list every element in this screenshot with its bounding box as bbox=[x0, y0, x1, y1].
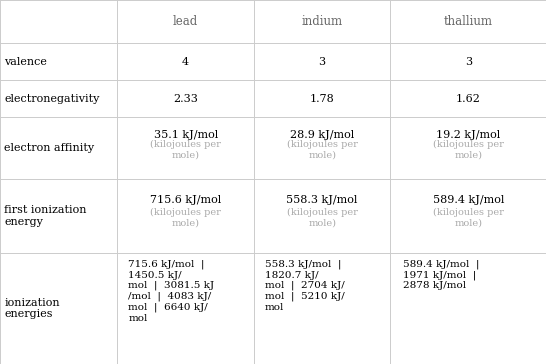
Text: electronegativity: electronegativity bbox=[4, 94, 100, 104]
Text: 35.1 kJ/mol: 35.1 kJ/mol bbox=[153, 130, 218, 139]
Text: indium: indium bbox=[301, 15, 343, 28]
Text: 715.6 kJ/mol: 715.6 kJ/mol bbox=[150, 195, 221, 205]
Text: 589.4 kJ/mol: 589.4 kJ/mol bbox=[432, 195, 504, 205]
Text: (kilojoules per
mole): (kilojoules per mole) bbox=[433, 140, 503, 159]
Text: 1.78: 1.78 bbox=[310, 94, 335, 104]
Text: (kilojoules per
mole): (kilojoules per mole) bbox=[287, 208, 358, 227]
Text: 19.2 kJ/mol: 19.2 kJ/mol bbox=[436, 130, 500, 139]
Text: lead: lead bbox=[173, 15, 198, 28]
Text: 558.3 kJ/mol: 558.3 kJ/mol bbox=[287, 195, 358, 205]
Text: 1.62: 1.62 bbox=[456, 94, 480, 104]
Text: 589.4 kJ/mol  |
1971 kJ/mol  |
2878 kJ/mol: 589.4 kJ/mol | 1971 kJ/mol | 2878 kJ/mol bbox=[403, 260, 479, 290]
Text: 3: 3 bbox=[318, 56, 326, 67]
Text: valence: valence bbox=[4, 56, 48, 67]
Text: 2.33: 2.33 bbox=[173, 94, 198, 104]
Text: (kilojoules per
mole): (kilojoules per mole) bbox=[150, 208, 221, 227]
Text: 715.6 kJ/mol  |
1450.5 kJ/
mol  |  3081.5 kJ
/mol  |  4083 kJ/
mol  |  6640 kJ/
: 715.6 kJ/mol | 1450.5 kJ/ mol | 3081.5 k… bbox=[128, 260, 215, 323]
Text: 558.3 kJ/mol  |
1820.7 kJ/
mol  |  2704 kJ/
mol  |  5210 kJ/
mol: 558.3 kJ/mol | 1820.7 kJ/ mol | 2704 kJ/… bbox=[265, 260, 345, 312]
Text: electron affinity: electron affinity bbox=[4, 143, 94, 153]
Text: first ionization
energy: first ionization energy bbox=[4, 205, 87, 227]
Text: ionization
energies: ionization energies bbox=[4, 298, 60, 319]
Text: (kilojoules per
mole): (kilojoules per mole) bbox=[433, 208, 503, 227]
Text: 28.9 kJ/mol: 28.9 kJ/mol bbox=[290, 130, 354, 139]
Text: (kilojoules per
mole): (kilojoules per mole) bbox=[150, 140, 221, 159]
Text: 4: 4 bbox=[182, 56, 189, 67]
Text: thallium: thallium bbox=[444, 15, 492, 28]
Text: 3: 3 bbox=[465, 56, 472, 67]
Text: (kilojoules per
mole): (kilojoules per mole) bbox=[287, 140, 358, 159]
